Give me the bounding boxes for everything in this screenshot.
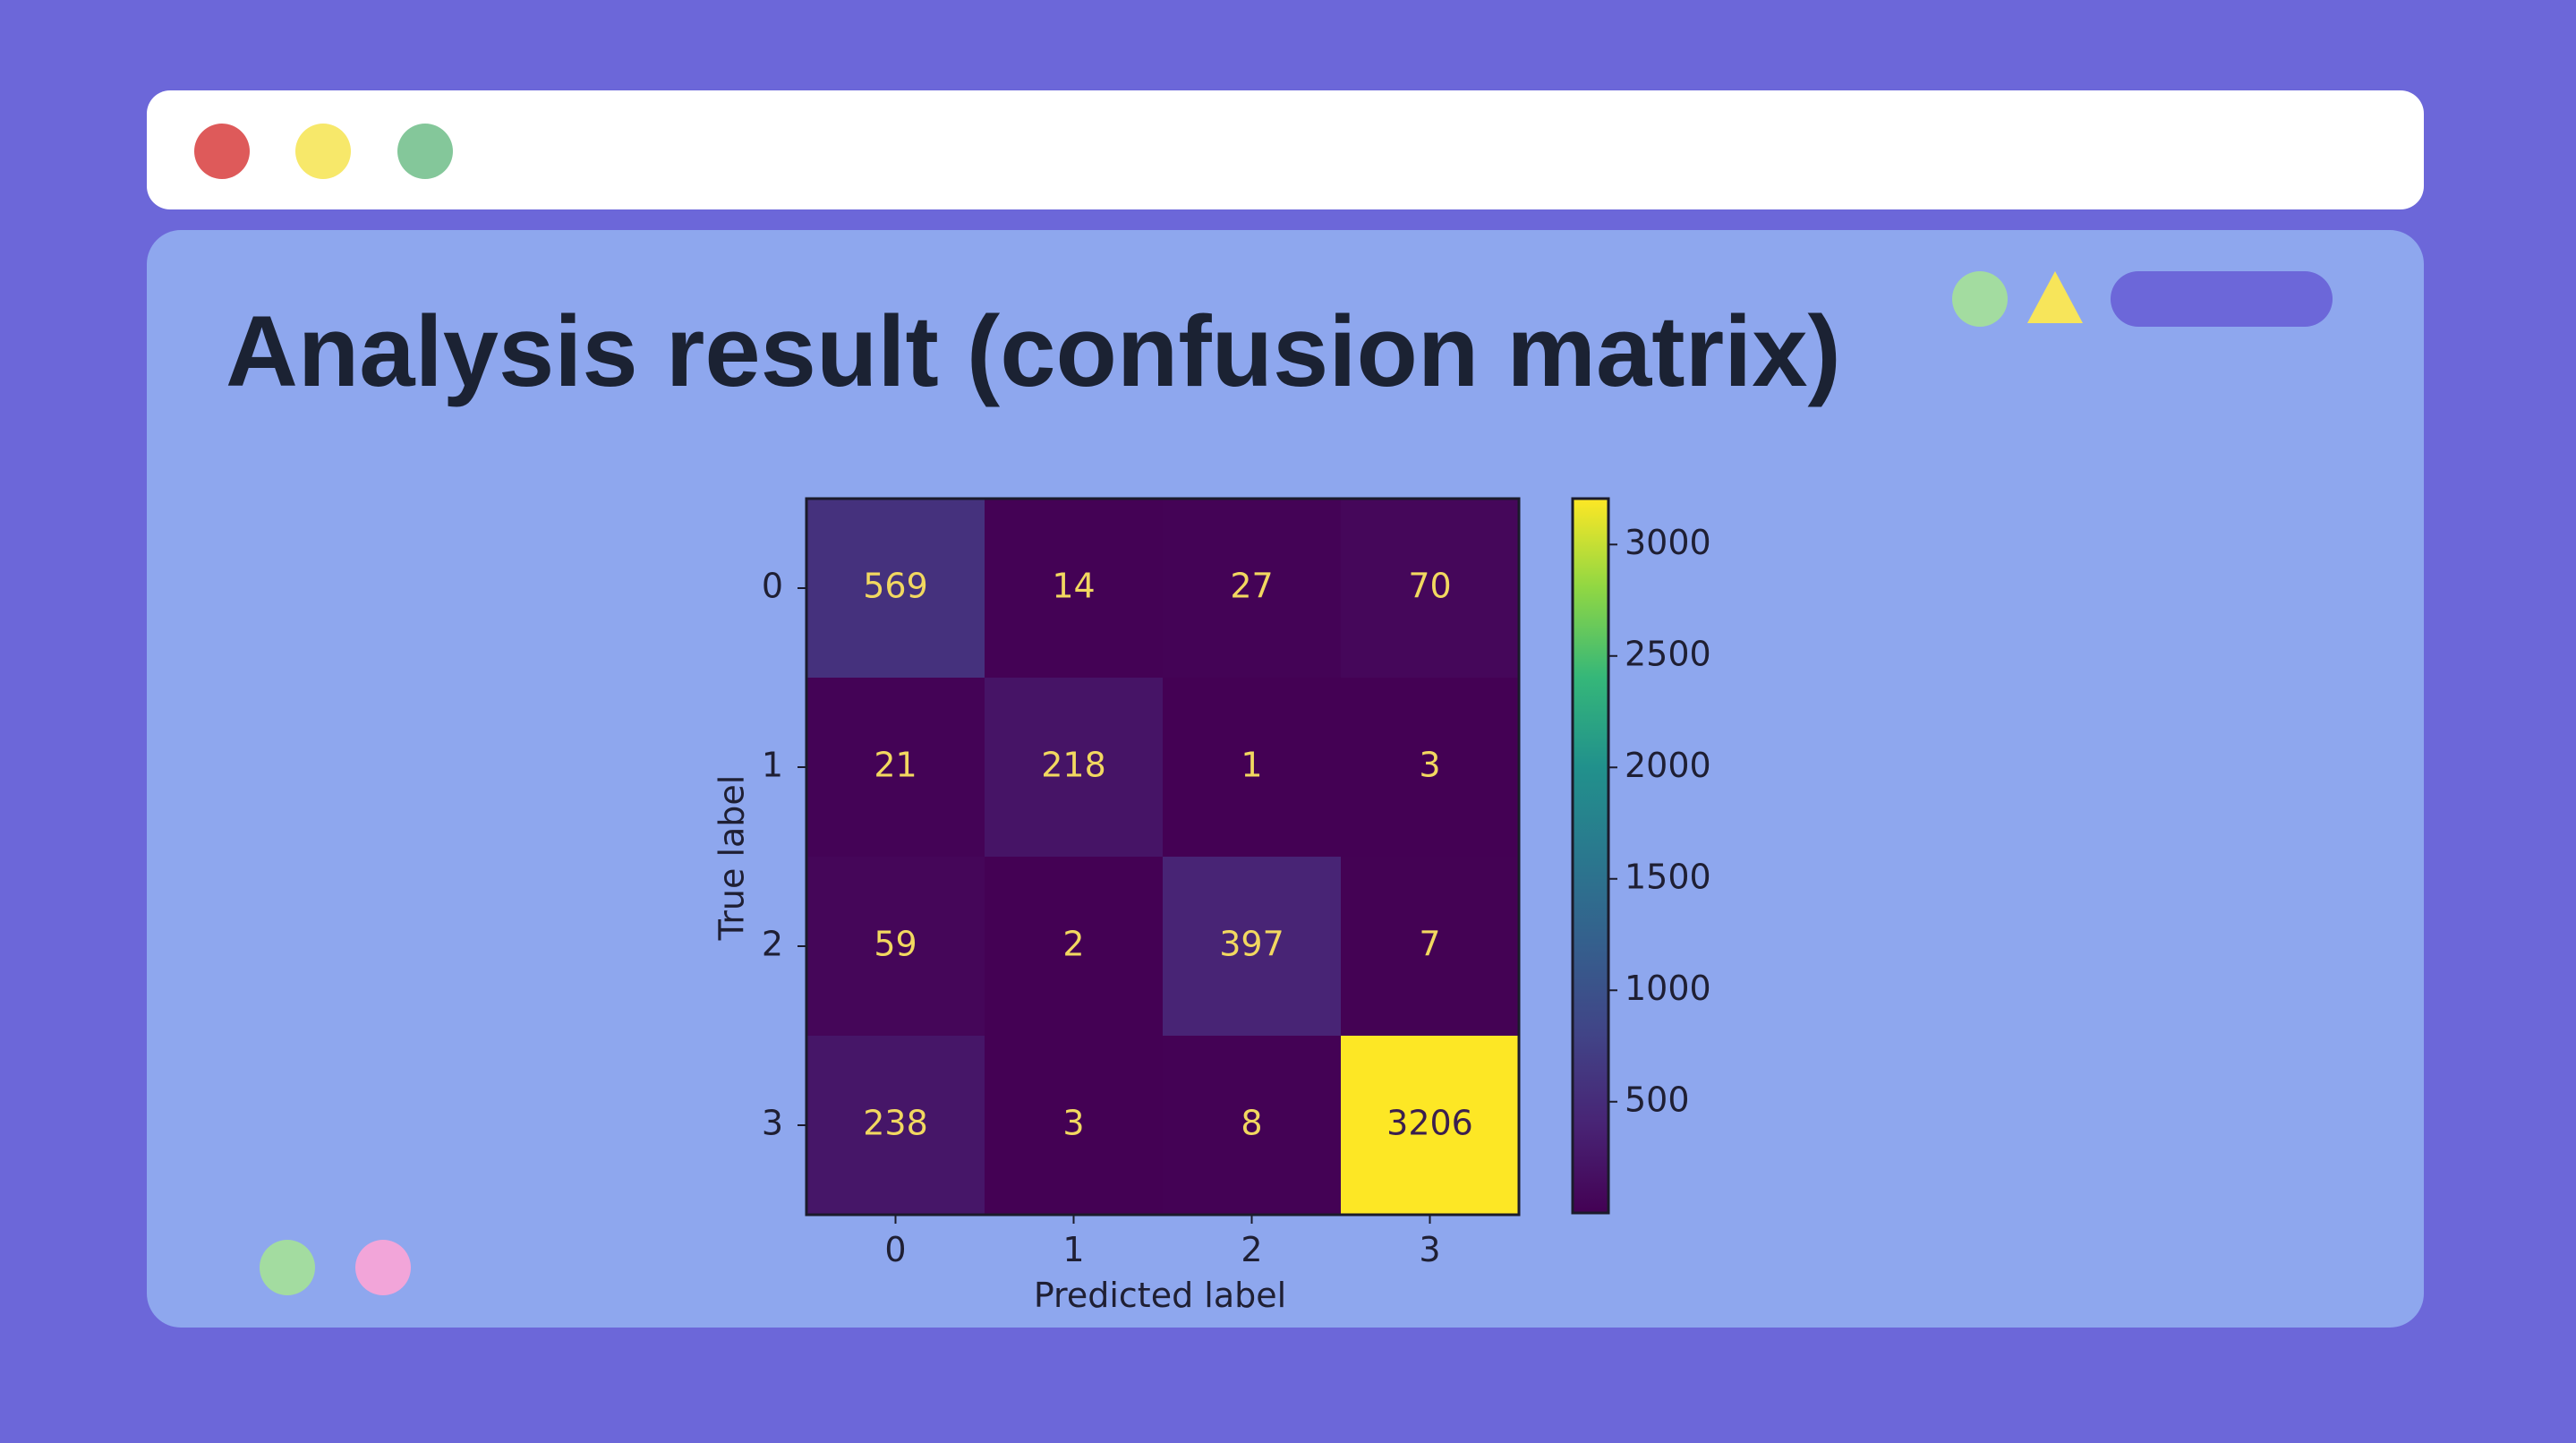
cell-value: 218 [1041,746,1106,785]
cell-value: 14 [1052,567,1095,606]
heatmap-cell [985,678,1163,857]
colorbar-tick-label: 1000 [1625,969,1711,1008]
heatmap-cell [1341,499,1519,678]
cell-value: 27 [1230,567,1273,606]
x-axis-label: Predicted label [1034,1276,1286,1315]
heatmap-cell [985,857,1163,1036]
window-titlebar [147,90,2424,209]
heatmap-cell [806,499,985,678]
heatmap-cell [806,857,985,1036]
heatmap-cell [985,499,1163,678]
maximize-button[interactable] [397,124,453,179]
y-tick-label: 3 [762,1104,783,1143]
heatmap-cell [1341,1036,1519,1215]
triangle-decoration [2027,271,2083,323]
close-button[interactable] [194,124,250,179]
cell-value: 59 [874,925,917,964]
heatmap-cell [1163,678,1341,857]
colorbar-tick-label: 2000 [1625,746,1711,785]
cell-value: 2 [1062,925,1084,964]
cell-value: 7 [1419,925,1440,964]
bottom-green-dot-decoration [260,1240,315,1295]
heatmap-cell [1163,499,1341,678]
x-tick-label: 0 [884,1230,906,1269]
minimize-button[interactable] [295,124,351,179]
cell-value: 3206 [1386,1104,1473,1143]
cell-value: 569 [863,567,928,606]
x-tick-label: 3 [1419,1230,1440,1269]
heatmap-cell [1341,857,1519,1036]
y-tick-label: 0 [762,567,783,606]
cell-value: 70 [1408,567,1451,606]
heatmap-cell [1341,678,1519,857]
colorbar-tick-label: 1500 [1625,857,1711,896]
heatmap-cell [1163,1036,1341,1215]
pill-decoration [2111,271,2333,327]
colorbar [1571,497,1610,1215]
heatmap-cell [806,678,985,857]
y-axis-label: True label [712,775,752,942]
y-tick-label: 1 [762,746,783,785]
page-title: Analysis result (confusion matrix) [226,295,1841,407]
colorbar-tick-label: 2500 [1625,634,1711,673]
bottom-pink-dot-decoration [355,1240,411,1295]
x-tick-label: 2 [1241,1230,1262,1269]
cell-value: 238 [863,1104,928,1143]
cell-value: 3 [1419,746,1440,785]
heatmap-cell [806,1036,985,1215]
cell-value: 3 [1062,1104,1084,1143]
plot-frame [805,497,1521,1217]
x-tick-label: 1 [1062,1230,1084,1269]
heatmap-cell [1163,857,1341,1036]
cell-value: 397 [1219,925,1284,964]
cell-value: 8 [1241,1104,1262,1143]
colorbar-tick-label: 3000 [1625,523,1711,562]
colorbar-tick-label: 500 [1625,1080,1690,1119]
cell-value: 21 [874,746,917,785]
green-dot-decoration [1952,271,2008,327]
cell-value: 1 [1241,746,1262,785]
heatmap-cell [985,1036,1163,1215]
y-tick-label: 2 [762,925,783,964]
